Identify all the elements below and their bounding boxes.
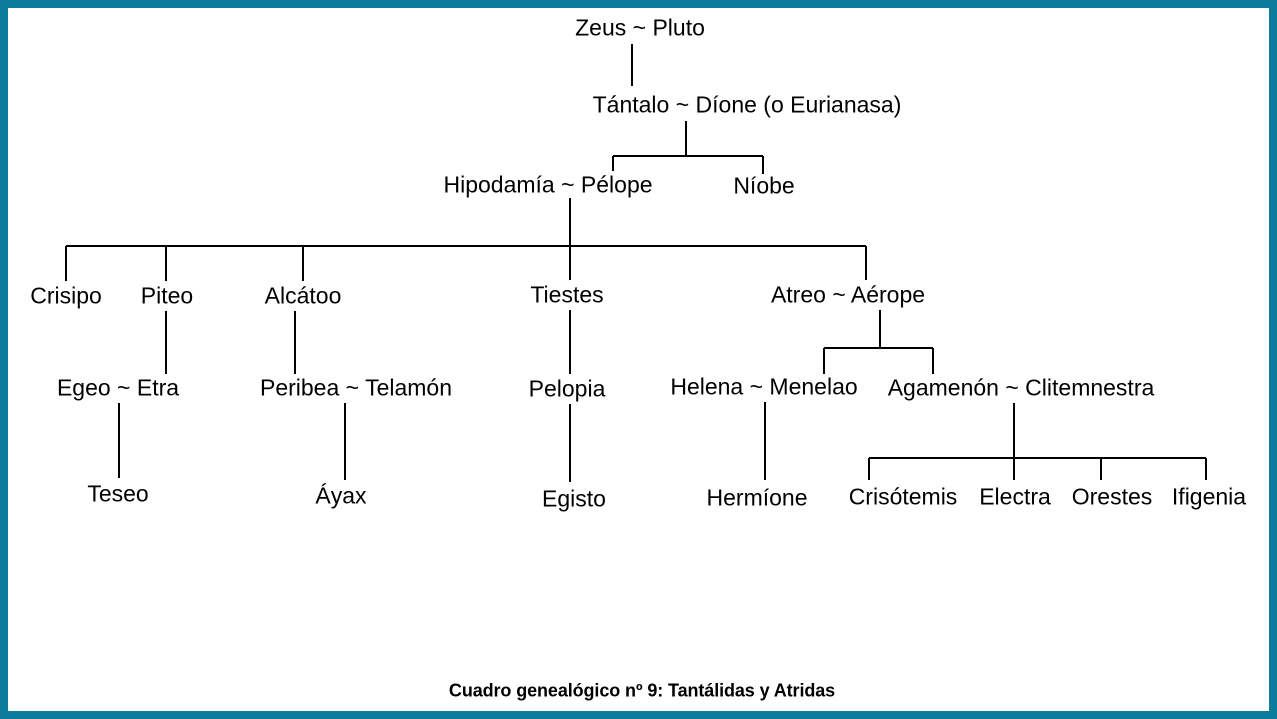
diagram-canvas: Zeus ~ Pluto Tántalo ~ Díone (o Eurianasa… [8, 8, 1269, 711]
person-node-teseo: Teseo [87, 480, 149, 507]
person-node-peribea_telamon: Peribea ~ Telamón [259, 374, 453, 401]
person-node-niobe: Níobe [733, 172, 795, 199]
person-node-hipodamia_pelope: Hipodamía ~ Pélope [443, 171, 653, 198]
person-node-agamenon_clitem: Agamenón ~ Clitemnestra [887, 374, 1155, 401]
person-node-ayax: Áyax [315, 482, 367, 509]
person-node-tantalo_dione: Tántalo ~ Díone (o Eurianasa) [592, 91, 902, 118]
person-node-pelopia: Pelopia [528, 375, 606, 402]
person-node-egeo_etra: Egeo ~ Etra [56, 374, 180, 401]
person-node-helena_menelao: Helena ~ Menelao [670, 373, 858, 400]
person-node-tiestes: Tiestes [530, 281, 604, 308]
person-node-hermione: Hermíone [706, 484, 808, 511]
person-node-alcatoo: Alcátoo [264, 282, 342, 309]
person-node-crisipo: Crisipo [30, 282, 102, 309]
person-node-crisotemis: Crisótemis [848, 483, 958, 510]
person-node-zeus_pluto: Zeus ~ Pluto [575, 14, 705, 41]
figure-caption: Cuadro genealógico nº 9: Tantálidas y At… [448, 680, 836, 701]
person-node-atreo_aerope: Atreo ~ Aérope [770, 281, 926, 308]
person-node-piteo: Piteo [140, 282, 194, 309]
person-node-electra: Electra [979, 483, 1051, 510]
person-node-orestes: Orestes [1071, 483, 1153, 510]
person-node-egisto: Egisto [542, 485, 606, 512]
person-node-ifigenia: Ifigenia [1171, 483, 1247, 510]
